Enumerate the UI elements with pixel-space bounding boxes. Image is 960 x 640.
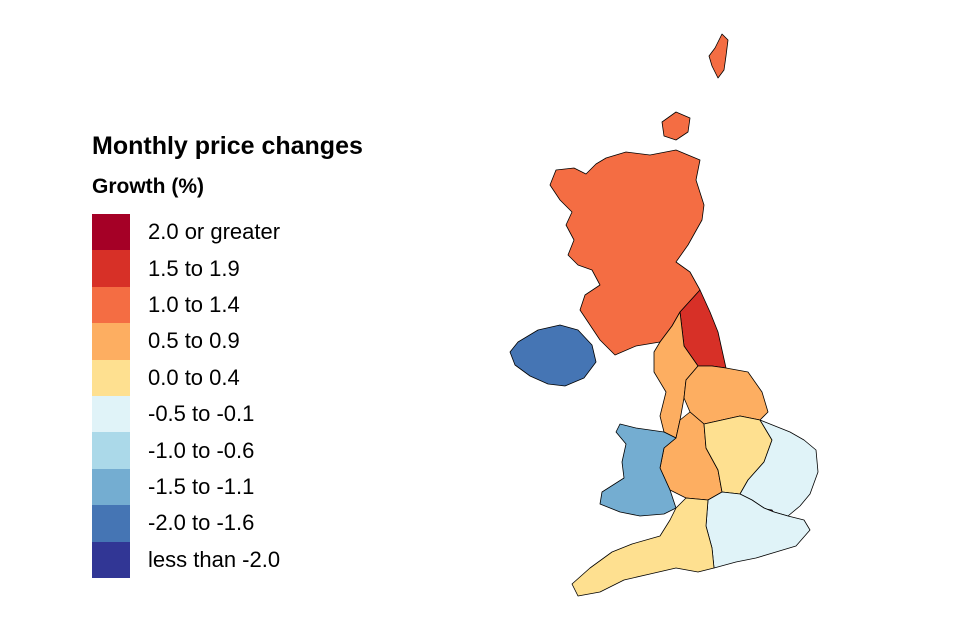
region-yorkshire-and-the-humber[interactable]	[683, 365, 769, 425]
legend-swatch	[92, 432, 130, 469]
legend-item: -1.0 to -0.6	[92, 432, 452, 469]
legend-item: less than -2.0	[92, 541, 452, 578]
legend-label: -2.0 to -1.6	[148, 510, 255, 536]
map-legend: Monthly price changes Growth (%) 2.0 or …	[92, 128, 452, 578]
legend-label: 0.0 to 0.4	[148, 364, 240, 390]
legend-item: 2.0 or greater	[92, 214, 452, 251]
legend-item: 0.0 to 0.4	[92, 359, 452, 396]
region-wales[interactable]	[599, 423, 677, 517]
legend-label: -1.5 to -1.1	[148, 473, 255, 499]
legend-items: 2.0 or greater 1.5 to 1.9 1.0 to 1.4 0.5…	[92, 214, 452, 578]
region-scotland[interactable]	[549, 149, 705, 356]
legend-item: 1.0 to 1.4	[92, 286, 452, 324]
legend-label: 2.0 or greater	[148, 219, 281, 245]
region-south-west[interactable]	[571, 497, 715, 597]
legend-swatch	[92, 359, 130, 396]
legend-label: 1.5 to 1.9	[148, 255, 240, 281]
legend-swatch	[92, 541, 130, 578]
legend-swatch	[92, 395, 130, 433]
legend-swatch	[92, 468, 130, 506]
legend-label: 1.0 to 1.4	[148, 291, 240, 317]
legend-label: 0.5 to 0.9	[148, 328, 240, 354]
legend-item: -1.5 to -1.1	[92, 468, 452, 506]
legend-item: -0.5 to -0.1	[92, 395, 452, 433]
legend-swatch	[92, 250, 130, 287]
legend-item: 1.5 to 1.9	[92, 250, 452, 287]
region-shetland[interactable]	[708, 33, 729, 79]
legend-swatch	[92, 286, 130, 324]
legend-label: -1.0 to -0.6	[148, 437, 255, 463]
legend-label: less than -2.0	[148, 546, 281, 572]
legend-label: -0.5 to -0.1	[148, 401, 255, 427]
legend-item: -2.0 to -1.6	[92, 505, 452, 542]
legend-swatch	[92, 505, 130, 542]
legend-subtitle: Growth (%)	[92, 175, 204, 198]
region-northern-ireland[interactable]	[509, 324, 597, 387]
legend-title: Monthly price changes	[92, 132, 363, 160]
legend-item: 0.5 to 0.9	[92, 323, 452, 360]
legend-swatch	[92, 323, 130, 360]
legend-swatch	[92, 214, 130, 251]
region-orkney[interactable]	[661, 111, 691, 141]
